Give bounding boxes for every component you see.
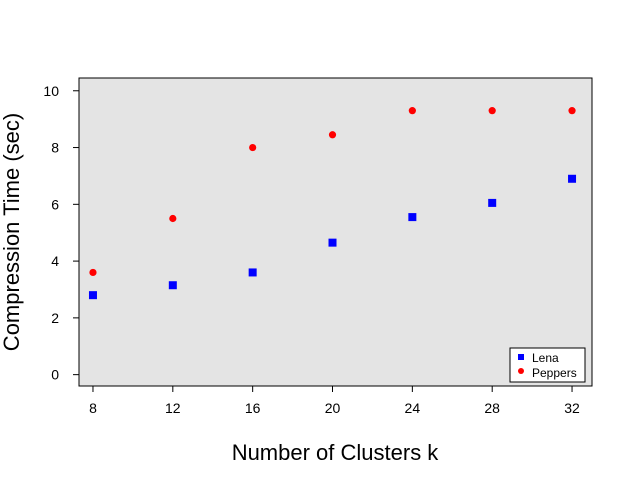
point-peppers [249, 143, 257, 152]
y-tick-label: 0 [51, 367, 59, 383]
legend-label-lena: Lena [532, 351, 559, 365]
point-peppers [408, 107, 416, 115]
point-peppers [169, 214, 177, 223]
legend-marker-peppers [518, 368, 524, 374]
point-lena [168, 281, 177, 290]
point-lena [488, 198, 497, 207]
point-lena [328, 238, 337, 247]
point-peppers [488, 107, 496, 115]
x-tick-label: 20 [325, 400, 341, 416]
y-tick-label: 10 [43, 83, 59, 99]
point-peppers [89, 268, 97, 277]
point-peppers [568, 107, 576, 115]
legend-box [509, 347, 586, 383]
x-tick-label: 8 [89, 400, 97, 416]
legend-marker-lena [518, 354, 524, 360]
y-tick-label: 8 [51, 140, 59, 156]
plot-background [78, 77, 593, 387]
y-axis-title: Compression Time (sec) [0, 113, 24, 351]
legend-label-peppers: Peppers [532, 366, 577, 380]
x-tick-label: 16 [245, 400, 261, 416]
x-tick-label: 28 [484, 400, 500, 416]
y-tick-label: 2 [51, 310, 59, 326]
point-lena [88, 291, 97, 300]
x-tick-label: 12 [165, 400, 181, 416]
x-axis-title: Number of Clusters k [232, 440, 440, 465]
point-peppers [328, 131, 337, 139]
data-points [88, 107, 577, 300]
y-tick-label: 6 [51, 196, 59, 212]
point-lena [248, 268, 257, 277]
legend: Lena Peppers [509, 347, 586, 383]
x-tick-label: 32 [564, 400, 580, 416]
y-tick-label: 4 [51, 253, 59, 269]
x-axis: 8 12 16 20 24 28 32 [89, 386, 580, 416]
point-lena [408, 213, 417, 222]
y-axis: 0 2 4 6 8 10 [43, 83, 79, 383]
point-lena [568, 174, 577, 183]
x-tick-label: 24 [405, 400, 421, 416]
